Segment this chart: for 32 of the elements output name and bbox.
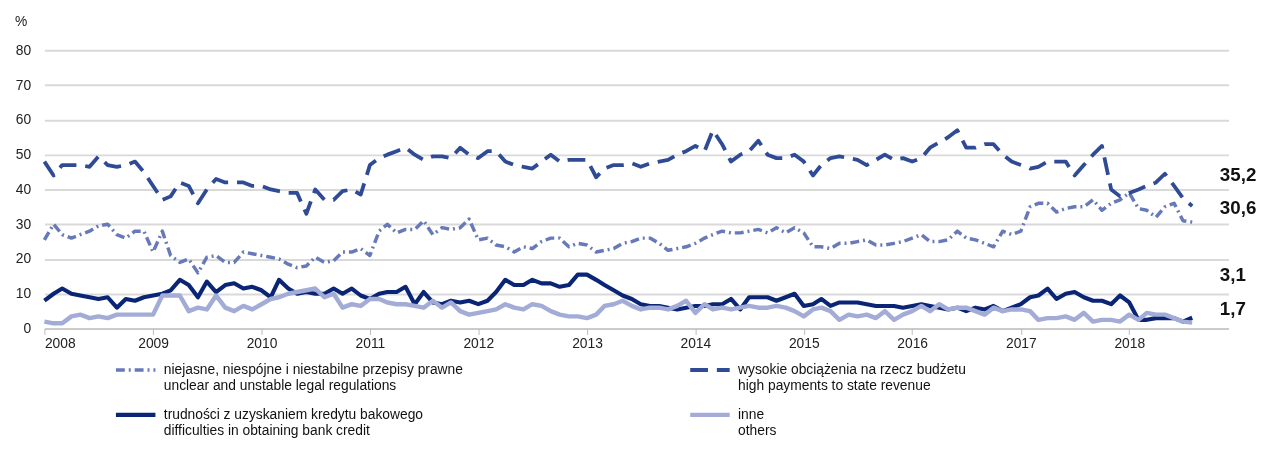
y-tick-label: 70	[15, 76, 32, 93]
annotation: 3,1	[1219, 264, 1246, 286]
x-tick-label: 2017	[1006, 334, 1037, 351]
y-tick-label: 30	[15, 215, 32, 232]
annotation: 30,6	[1219, 197, 1257, 219]
x-tick-label: 2013	[572, 334, 604, 351]
x-tick-label: 2011	[355, 334, 386, 351]
line-series	[42, 191, 1194, 275]
x-tick-label: 2015	[788, 334, 820, 351]
annotation: 35,2	[1219, 163, 1257, 185]
y-axis-title: %	[15, 13, 28, 30]
x-tick-label: 2016	[897, 334, 929, 351]
y-tick-label: 0	[23, 319, 32, 336]
x-tick-label: 2014	[680, 334, 712, 351]
x-tick-label: 2012	[463, 334, 495, 351]
x-tick-label: 2018	[1114, 334, 1146, 351]
y-tick-label: 10	[15, 285, 32, 302]
y-tick-label: 50	[15, 146, 32, 163]
annotation: 1,7	[1219, 297, 1246, 319]
legend-label: wysokie obciążenia na rzecz budżetu high payments to state revenue	[737, 360, 966, 393]
y-tick-label: 40	[15, 180, 32, 197]
line-series	[42, 128, 1195, 216]
legend-label: inne others	[738, 405, 777, 438]
y-tick-label: 80	[15, 41, 32, 58]
y-tick-label: 60	[15, 111, 32, 128]
x-tick-label: 2008	[44, 334, 76, 351]
y-tick-label: 20	[15, 250, 32, 267]
x-tick-label: 2009	[138, 334, 170, 351]
line-series	[42, 286, 1195, 326]
x-tick-label: 2010	[246, 334, 278, 351]
legend-label: trudności z uzyskaniem kredytu bakowego difficulties in obtaining bank credit	[163, 405, 424, 438]
legend-label: niejasne, niespójne i niestabilne przepisy prawne unclear and unstable legal regulations	[163, 360, 464, 393]
